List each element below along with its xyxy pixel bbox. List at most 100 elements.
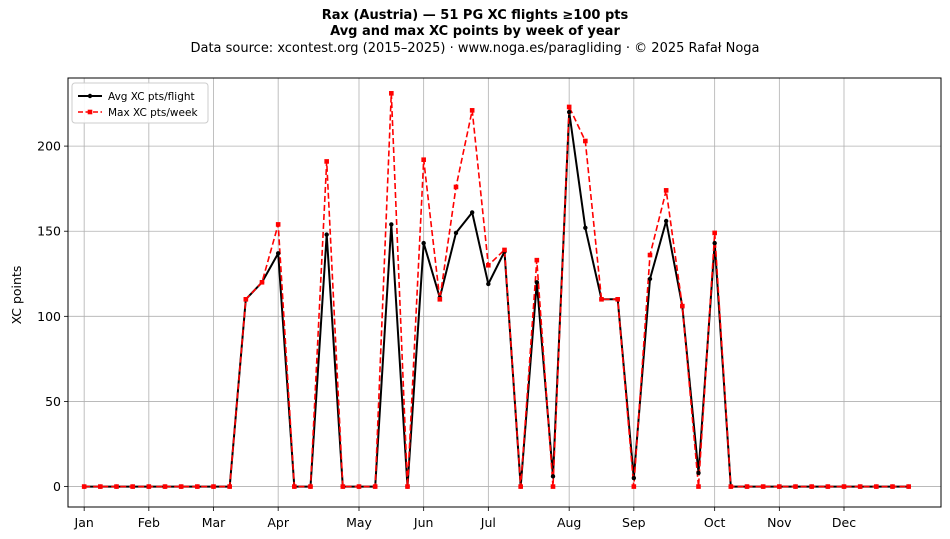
data-point-avg [712,240,717,246]
data-point-avg [534,280,540,285]
data-point-max [437,297,443,302]
data-point-max [130,484,135,489]
data-point-avg [389,222,394,227]
data-point-max [81,484,87,489]
series-markers [81,91,911,489]
data-point-max [178,484,184,489]
data-point-max [389,91,394,96]
legend-label: Max XC pts/week [108,107,198,119]
data-point-max [372,484,378,489]
x-tick-label: Feb [138,515,160,530]
chart-title: Rax (Austria) — 51 PG XC flights ≥100 pt… [321,8,629,23]
data-point-max [647,252,653,258]
data-point-max [243,297,249,302]
x-tick-label: Mar [202,515,226,530]
y-axis-ticks: 0 50 100 150 200 [37,139,68,494]
x-tick-label: Jun [413,515,434,530]
y-tick-label: 0 [53,479,61,494]
x-tick-label: Nov [767,515,792,530]
x-tick-label: Jul [480,515,496,530]
data-point-max [259,279,265,285]
data-point-max [760,484,766,489]
chart-source-line: Data source: xcontest.org (2015–2025) · … [190,41,760,56]
legend-swatch-marker [87,93,93,99]
data-point-max [292,484,297,489]
data-point-max [728,484,734,489]
x-tick-label: Oct [704,515,726,530]
data-point-max [744,484,750,489]
data-point-max [550,484,556,489]
x-tick-label: Apr [267,515,289,530]
x-tick-label: Jan [74,515,94,530]
data-point-max [421,157,426,163]
data-point-max [906,484,911,489]
data-point-avg [663,218,669,224]
data-point-avg [275,251,281,256]
legend-swatch-marker [87,109,93,115]
data-point-max [469,108,475,113]
x-axis-ticks: Jan Feb Mar Apr May Jun Jul Aug Sep Oct Nov Dec [74,507,856,530]
data-point-max [324,159,329,164]
data-point-max [518,484,523,489]
data-point-avg [469,210,475,215]
data-point-max [356,484,362,489]
data-point-max [890,484,895,489]
y-tick-label: 50 [45,394,61,409]
data-point-avg [566,109,572,115]
data-point-avg [583,225,588,231]
data-point-max [308,484,313,489]
data-point-max [275,222,281,227]
chart-subtitle: Avg and max XC points by week of year [330,24,620,39]
data-point-max [696,484,701,489]
data-point-max [841,484,847,489]
data-point-max [340,484,346,489]
plot-frame [67,77,942,508]
data-point-max [534,257,540,263]
y-axis-label: XC points [9,266,24,325]
data-point-max [777,484,782,489]
data-point-max [227,484,232,489]
x-tick-label: Aug [557,515,581,530]
data-point-avg [631,475,637,481]
data-point-max [631,484,637,489]
series-lines [84,92,909,488]
data-point-max [680,303,685,309]
series-line-avg [84,111,909,488]
data-point-max [857,484,863,489]
data-point-max [98,484,103,489]
data-point-max [486,262,491,268]
data-point-max [453,184,459,190]
data-point-max [114,484,119,489]
grid-lines [68,78,941,507]
legend-box [71,82,209,124]
data-point-max [615,297,620,302]
chart-titles: Rax (Austria) — 51 PG XC flights ≥100 pt… [0,8,950,57]
data-point-max [825,484,831,489]
data-point-max [146,484,152,489]
y-tick-label: 100 [37,309,61,324]
x-tick-label: Sep [622,515,646,530]
y-tick-label: 200 [37,139,61,154]
legend: Avg XC pts/flight Max XC pts/week [71,82,209,124]
data-point-avg [696,470,701,476]
legend-label: Avg XC pts/flight [108,91,195,103]
data-point-avg [421,240,426,246]
data-point-max [583,138,588,144]
data-point-max [663,188,669,193]
y-tick-label: 150 [37,224,61,239]
data-point-avg [324,232,329,237]
data-point-max [599,297,604,302]
data-point-avg [550,474,556,479]
data-point-max [566,104,572,110]
data-point-max [874,484,879,489]
data-point-max [211,484,216,489]
data-point-max [195,484,200,489]
data-point-max [793,484,798,489]
x-tick-label: May [346,515,372,530]
data-point-max [162,484,168,489]
data-point-avg [453,230,459,236]
data-point-max [809,484,814,489]
data-point-max [405,484,410,489]
data-point-avg [486,281,491,287]
